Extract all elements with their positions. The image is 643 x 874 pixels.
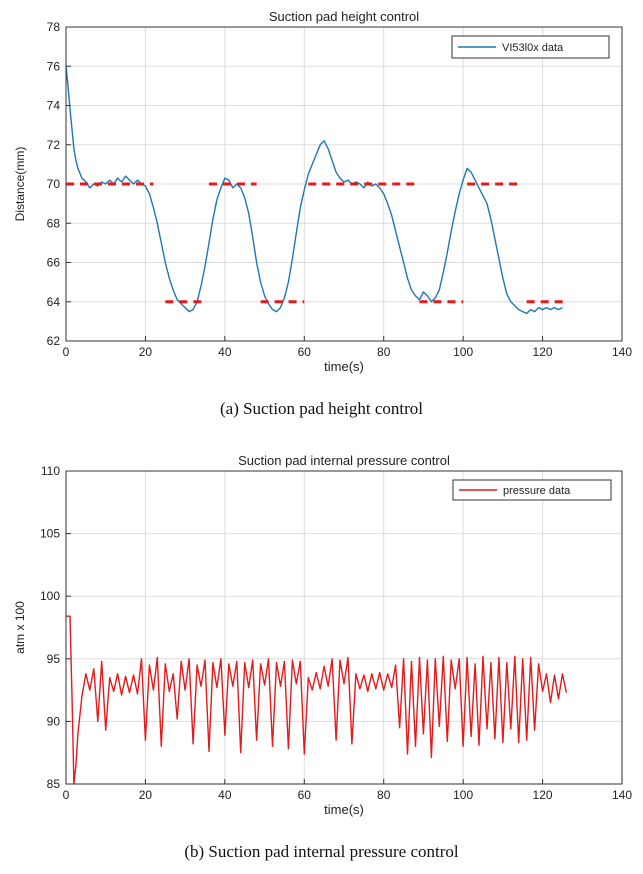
x-tick-label: 0 [63,345,70,359]
x-tick-label: 140 [612,345,632,359]
y-tick-label: 62 [47,334,61,348]
x-tick-label: 80 [377,345,391,359]
x-axis-label: time(s) [324,359,364,374]
caption-b: (b) Suction pad internal pressure contro… [184,842,459,861]
y-tick-label: 90 [47,714,61,728]
x-tick-label: 80 [377,788,391,802]
x-tick-label: 40 [218,345,232,359]
y-axis-label: atm x 100 [13,601,27,654]
legend-box [452,479,612,501]
x-tick-label: 0 [63,788,70,802]
y-tick-label: 85 [47,777,61,791]
y-tick-label: 105 [40,527,60,541]
y-tick-label: 66 [47,256,61,270]
caption-a: (a) Suction pad height control [219,399,423,418]
x-tick-label: 140 [612,788,632,802]
plot-frame [65,26,623,342]
y-tick-label: 70 [47,177,61,191]
x-tick-label: 120 [533,788,553,802]
x-tick-label: 120 [533,345,553,359]
x-tick-label: 60 [298,345,312,359]
y-tick-label: 110 [41,464,60,478]
chart-title: Suction pad internal pressure control [238,453,450,468]
x-axis-label: time(s) [324,802,364,817]
x-tick-label: 100 [453,788,473,802]
legend-label: pressure data [503,485,571,497]
y-tick-label: 100 [40,589,60,603]
y-tick-label: 68 [47,216,61,230]
x-tick-label: 60 [298,788,312,802]
plot-area [66,471,622,784]
x-tick-label: 20 [139,788,153,802]
chart-0-group: 0 20 40 60 80 100 120 140 62 64 66 68 70 72 74 76 78 VI53… [13,9,632,374]
series-line-0 [65,66,563,315]
series-line-0 [66,615,568,785]
y-tick-label: 76 [47,59,61,73]
y-tick-label: 78 [47,20,61,34]
x-tick-label: 20 [139,345,153,359]
legend-label: VI53l0x data [502,42,564,54]
x-tick-label: 40 [218,788,232,802]
y-tick-label: 64 [47,295,61,309]
y-axis-label: Distance(mm) [13,147,27,222]
x-tick-label: 100 [453,345,473,359]
plot-frame [65,470,623,785]
chart-1-group: 0 20 40 60 80 100 120 140 85 90 95 100 105 110 pressur… [13,453,632,817]
y-tick-label: 95 [47,652,61,666]
y-tick-label: 72 [47,138,61,152]
chart-title: Suction pad height control [269,9,419,24]
legend-box [451,35,610,59]
y-tick-label: 74 [47,99,61,113]
